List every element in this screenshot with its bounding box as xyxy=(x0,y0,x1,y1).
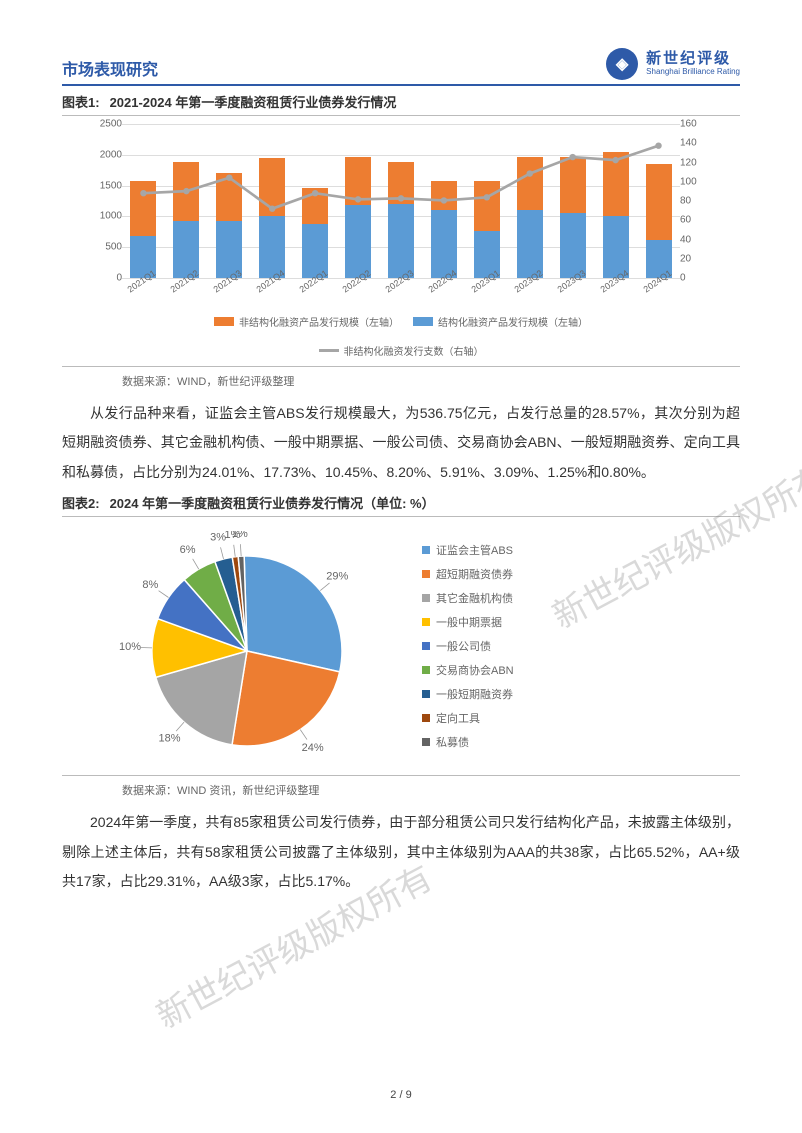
chart1-yaxis-left: 05001000150020002500 xyxy=(82,124,122,278)
brand: ◈ 新世纪评级 Shanghai Brilliance Rating xyxy=(606,48,740,80)
chart2-container: 29%24%18%10%8%6%3%1%1% 证监会主管ABS超短期融资债券其它… xyxy=(62,516,740,776)
page-header: 市场表现研究 ◈ 新世纪评级 Shanghai Brilliance Ratin… xyxy=(62,48,740,80)
chart1-source: 数据来源：WIND，新世纪评级整理 xyxy=(122,373,740,389)
header-divider xyxy=(62,84,740,86)
page-number: 2 / 9 xyxy=(0,1089,802,1101)
chart1-legend: 非结构化融资产品发行规模（左轴） 结构化融资产品发行规模（左轴） 非结构化融资发… xyxy=(62,310,740,366)
brand-en: Shanghai Brilliance Rating xyxy=(646,68,740,77)
chart2-legend: 证监会主管ABS超短期融资债券其它金融机构债一般中期票据一般公司债交易商协会AB… xyxy=(422,542,514,750)
legend-swatch-orange xyxy=(214,317,234,326)
chart2-source: 数据来源：WIND 资讯，新世纪评级整理 xyxy=(122,782,740,798)
brand-cn: 新世纪评级 xyxy=(646,51,740,68)
svg-text:24%: 24% xyxy=(302,742,324,754)
chart1-bars xyxy=(122,124,680,278)
svg-text:6%: 6% xyxy=(180,544,196,556)
svg-text:18%: 18% xyxy=(158,733,180,745)
legend-swatch-line xyxy=(319,349,339,352)
svg-text:29%: 29% xyxy=(326,571,348,583)
svg-text:10%: 10% xyxy=(119,641,141,653)
chart1-yaxis-right: 020406080100120140160 xyxy=(680,124,720,278)
logo-icon: ◈ xyxy=(606,48,638,80)
chart1-plot: 05001000150020002500 0204060801001201401… xyxy=(122,124,680,304)
paragraph-1: 从发行品种来看，证监会主管ABS发行规模最大，为536.75亿元，占发行总量的2… xyxy=(62,399,740,487)
paragraph-2: 2024年第一季度，共有85家租赁公司发行债券，由于部分租赁公司只发行结构化产品… xyxy=(62,808,740,896)
chart2-title: 图表2:2024 年第一季度融资租赁行业债券发行情况（单位: %） xyxy=(62,493,740,512)
svg-text:1%: 1% xyxy=(232,531,248,540)
svg-text:8%: 8% xyxy=(142,579,158,591)
legend-swatch-blue xyxy=(413,317,433,326)
chart1-container: 05001000150020002500 0204060801001201401… xyxy=(62,115,740,367)
chart2-pie: 29%24%18%10%8%6%3%1%1% xyxy=(92,531,392,761)
chart1-xaxis: 2021Q12021Q22021Q32021Q42022Q12022Q22022… xyxy=(122,278,680,304)
section-title: 市场表现研究 xyxy=(62,56,158,80)
chart1-title: 图表1:2021-2024 年第一季度融资租赁行业债券发行情况 xyxy=(62,92,740,111)
